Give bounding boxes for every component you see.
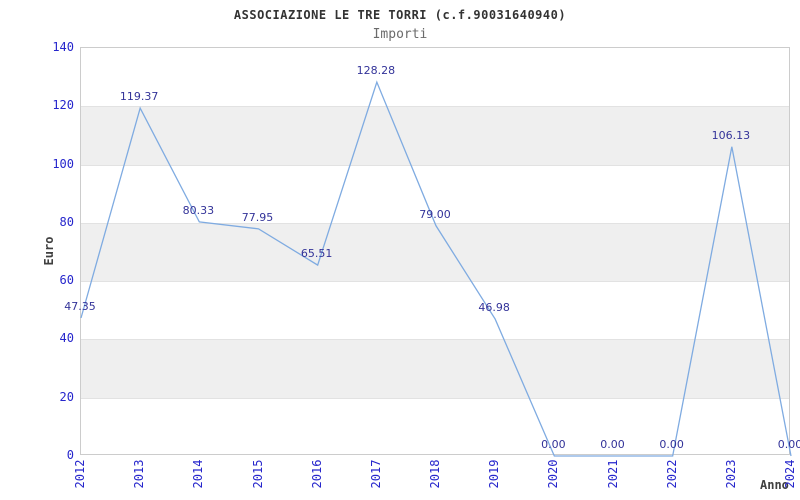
data-label: 0.00: [600, 438, 625, 451]
x-tick-label: 2014: [191, 459, 206, 489]
x-tick-label: 2016: [309, 459, 324, 489]
y-tick-label: 40: [59, 331, 74, 346]
gridline: [81, 281, 789, 283]
gridline: [81, 164, 789, 166]
x-tick-label: 2023: [723, 459, 738, 489]
gridline: [81, 106, 789, 108]
x-tick-label: 2015: [250, 459, 265, 489]
data-label: 80.33: [182, 203, 215, 217]
x-tick-label: 2013: [132, 459, 147, 489]
x-tick-label: 2012: [73, 459, 87, 489]
data-label: 79.00: [419, 207, 451, 221]
y-tick-label: 0: [66, 448, 74, 462]
data-label: 119.37: [119, 90, 159, 104]
x-tick-label: 2018: [428, 459, 442, 489]
y-tick-label: 140: [52, 40, 74, 54]
x-tick-label: 2017: [368, 459, 383, 489]
data-label: 128.28: [356, 64, 396, 78]
data-label: 106.13: [711, 128, 751, 142]
data-label: 0.00: [541, 438, 566, 451]
gridline: [81, 339, 789, 341]
data-label: 0.00: [659, 438, 684, 451]
x-tick-label: 2024: [783, 459, 797, 489]
gridline: [81, 397, 789, 399]
chart-subtitle: Importi: [372, 27, 428, 42]
plot-area: [80, 47, 792, 457]
y-tick-label: 80: [59, 214, 74, 229]
plot-band: [81, 339, 789, 398]
data-label: 47.35: [64, 300, 96, 313]
x-tick-label: 2021: [605, 459, 620, 489]
x-tick-label: 2020: [546, 459, 561, 489]
y-axis-title: Euro: [42, 236, 56, 266]
data-label: 65.51: [300, 247, 333, 261]
data-label: 46.98: [478, 301, 510, 315]
plot-band: [81, 106, 789, 165]
y-tick-label: 120: [52, 98, 74, 113]
x-tick-label: 2022: [664, 459, 679, 489]
x-axis-title: Anno: [760, 478, 789, 492]
data-label: 77.95: [241, 210, 274, 224]
y-tick-label: 100: [52, 156, 74, 171]
plot-band: [81, 222, 789, 282]
chart-title: ASSOCIAZIONE LE TRE TORRI (c.f.900316409…: [233, 8, 567, 22]
x-tick-label: 2019: [487, 459, 502, 489]
y-tick-label: 20: [59, 389, 74, 404]
data-label: 0.00: [777, 438, 800, 451]
y-tick-label: 60: [59, 273, 74, 288]
series-line: [80, 80, 792, 457]
